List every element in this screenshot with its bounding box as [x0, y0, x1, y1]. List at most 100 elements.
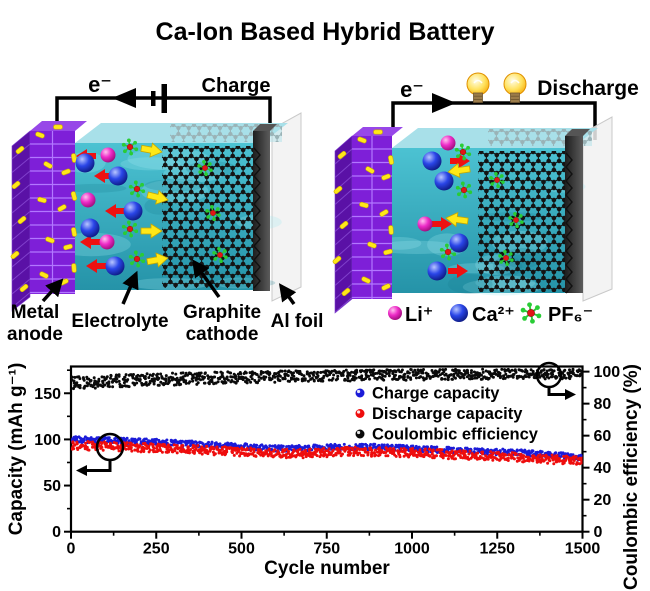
- graphite-pointer-arrow: [191, 259, 221, 299]
- cation-arrow-left: [94, 169, 114, 183]
- x-tick-label: 500: [228, 541, 255, 558]
- yellow-deposit: [381, 173, 391, 181]
- al-foil-top: [253, 124, 277, 131]
- ca-ion-icon: [123, 201, 143, 221]
- right-tick-label: 40: [594, 460, 612, 477]
- plate-line-side: [11, 224, 31, 241]
- chart-legend: Charge capacity Discharge capacity Coulomb…: [355, 385, 539, 444]
- legend-marker: [355, 409, 365, 418]
- yellow-deposit: [379, 209, 389, 217]
- yellow-deposit: [388, 155, 394, 165]
- plate-line-side: [11, 184, 31, 200]
- discharge-circuit-wire: [391, 101, 597, 140]
- left-tick-label: 50: [43, 478, 61, 495]
- anion-arrow-right: [146, 189, 169, 205]
- right-tick-label: 0: [594, 524, 603, 541]
- x-axis-ticks: 0 250 500 750 1000 1250 1500: [67, 531, 601, 558]
- graphite-cathode-label: Graphite cathode: [183, 302, 261, 345]
- li-ion-icon: [80, 192, 96, 208]
- capacity-annotation-elbow: [86, 460, 112, 472]
- water-highlight: [374, 240, 459, 255]
- yellow-deposit: [383, 248, 393, 256]
- ca-ion-icon: [434, 171, 454, 191]
- graphite-cathode-lattice: [478, 151, 566, 292]
- right-tick-label: 80: [594, 396, 612, 413]
- metal-anode-label: Metal anode: [7, 302, 63, 345]
- plate-line-side: [334, 270, 353, 286]
- ion-legend: Li⁺ Ca²⁺ PF₆⁻: [388, 301, 593, 326]
- discharge-cell-diagram: e⁻ Discharge Li⁺ Ca²⁺ PF₆⁻: [332, 72, 639, 326]
- li-ion-icon: [388, 306, 402, 320]
- electrolyte-pointer-arrow: [121, 270, 139, 305]
- metal-deposits: [332, 129, 394, 297]
- cation-arrow-right: [448, 264, 468, 278]
- yellow-deposit: [357, 136, 367, 144]
- cation-arrow-right: [450, 154, 470, 168]
- yellow-deposit: [365, 166, 375, 174]
- yellow-deposit: [17, 215, 27, 225]
- plate-line-side: [334, 256, 353, 273]
- yellow-deposit: [35, 131, 45, 139]
- water-highlight: [127, 147, 210, 170]
- legend-marker-highlight: [357, 430, 361, 435]
- electron-flow-arrow-icon: [432, 93, 456, 113]
- yellow-deposit: [39, 271, 49, 279]
- battery-symbol-short-bar: [151, 91, 156, 106]
- yellow-deposit: [71, 153, 77, 163]
- lattice-atoms: [488, 129, 592, 146]
- legend-label: Charge capacity: [372, 385, 500, 403]
- al-foil: [253, 131, 270, 291]
- yellow-deposit: [53, 124, 63, 130]
- graphite-foil-edge: [565, 152, 573, 294]
- yellow-deposit: [373, 129, 383, 135]
- figure-title: Ca-Ion Based Hybrid Battery: [156, 18, 495, 46]
- light-bulb-icon: [503, 72, 527, 104]
- graphite-foil-edge: [253, 147, 261, 289]
- al-foil-pointer-arrow: [278, 283, 297, 306]
- legend-label: Coulombic efficiency: [372, 426, 539, 444]
- anion-arrow-right: [140, 223, 163, 239]
- left-axis-title: Capacity (mAh g⁻¹): [6, 363, 27, 536]
- ca-ion-icon: [422, 151, 442, 171]
- water-shadow: [447, 274, 493, 295]
- ions-charge: [75, 137, 229, 276]
- x-tick-label: 1500: [565, 541, 601, 558]
- plate-line-side: [334, 297, 353, 313]
- yellow-deposit: [333, 185, 343, 195]
- yellow-deposit: [388, 225, 394, 235]
- cycling-chart: 0 250 500 750 1000 1250 1500 0 50 100 150 0 20 40 60…: [6, 361, 642, 590]
- right-tick-label: 100: [594, 364, 621, 381]
- legend-marker-highlight: [357, 410, 361, 414]
- yellow-deposit: [361, 276, 371, 284]
- anion-arrow-right: [146, 252, 169, 268]
- legend-marker: [355, 388, 365, 398]
- yellow-deposit: [10, 250, 20, 260]
- pf6-anion-icon: [519, 301, 543, 325]
- ca-ion-icon: [105, 256, 125, 276]
- plate-line-side: [11, 238, 31, 254]
- yellow-deposit: [367, 241, 377, 249]
- metal-anode-pointer-arrow: [41, 278, 64, 303]
- yellow-deposit: [43, 161, 53, 169]
- cation-arrow-left: [86, 259, 106, 273]
- lattice-atoms: [478, 151, 566, 292]
- x-axis-title: Cycle number: [264, 558, 390, 579]
- light-bulb-icon: [466, 72, 490, 104]
- yellow-deposit: [15, 145, 25, 155]
- electrolyte-label: Electrolyte: [71, 311, 168, 332]
- yellow-deposit: [11, 180, 21, 190]
- capacity-annotation-arrowhead: [76, 465, 87, 476]
- electron-label: e⁻: [400, 77, 424, 102]
- li-ion-label: Li⁺: [405, 304, 433, 326]
- plate-line-side: [334, 229, 353, 246]
- right-tick-label: 20: [594, 492, 612, 509]
- plate-line-side: [334, 189, 353, 205]
- ca-ion-icon: [450, 304, 468, 322]
- yellow-deposit: [339, 220, 349, 230]
- plate-line-side: [334, 162, 353, 178]
- x-tick-label: 1000: [394, 541, 430, 558]
- legend-label: Discharge capacity: [372, 405, 523, 423]
- anion-arrow-left: [445, 211, 469, 228]
